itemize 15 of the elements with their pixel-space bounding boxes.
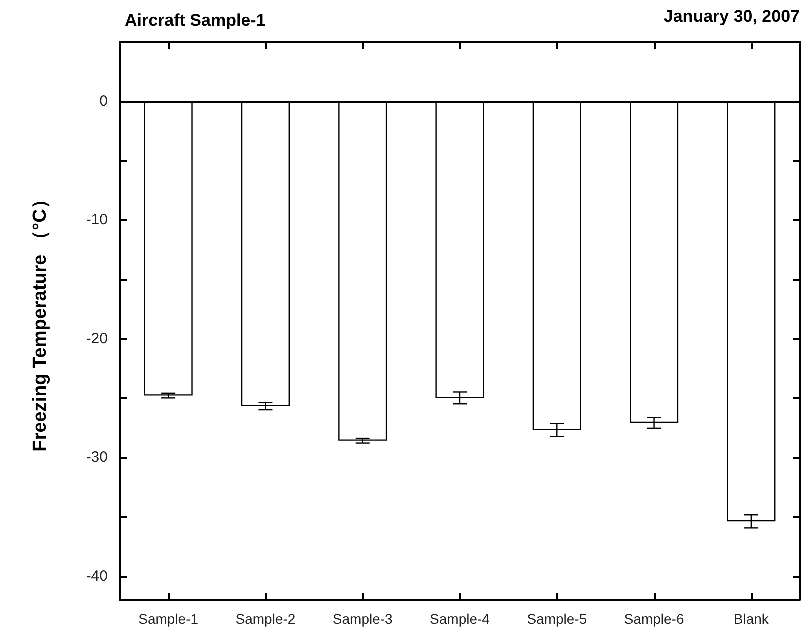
y-tick-label: -30	[86, 449, 108, 466]
x-tick-label: Sample-4	[430, 611, 490, 627]
y-tick-label: -40	[86, 568, 108, 585]
x-tick-label: Sample-1	[138, 611, 199, 627]
x-tick-label: Blank	[734, 611, 770, 627]
y-tick-label: -20	[86, 330, 108, 348]
x-tick-label: Sample-6	[624, 611, 684, 627]
y-tick-label: 0	[100, 92, 108, 110]
text: January 30, 2007	[664, 7, 800, 26]
x-tick-label: Sample-3	[332, 611, 394, 627]
y-tick-label: -10	[86, 212, 108, 229]
y-axis-title: Freezing Temperature （°C）	[30, 190, 51, 452]
chart-title: Aircraft Sample-1	[125, 11, 266, 30]
x-tick-label: Sample-5	[527, 611, 588, 627]
x-tick-label: Sample-2	[236, 611, 296, 627]
